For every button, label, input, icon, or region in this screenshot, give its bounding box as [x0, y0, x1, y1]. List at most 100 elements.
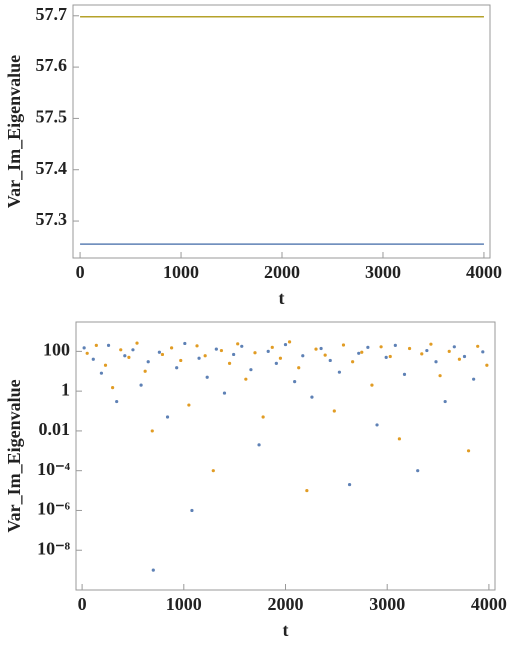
point — [249, 368, 253, 372]
point — [357, 351, 361, 355]
point — [370, 383, 374, 387]
point — [150, 429, 154, 433]
point — [332, 409, 336, 413]
point — [485, 363, 489, 367]
y-axis-label: Var_Im_Eigenvalue — [4, 55, 24, 208]
x-tick-label: 0 — [78, 594, 87, 614]
point — [131, 348, 135, 352]
point — [366, 345, 370, 349]
point — [127, 355, 131, 359]
y-tick-label: 10⁻⁴ — [37, 459, 71, 479]
y-tick-label: 100 — [43, 339, 70, 359]
point — [146, 360, 150, 364]
point — [457, 357, 462, 361]
x-tick-label: 3000 — [365, 262, 401, 282]
point — [375, 423, 379, 427]
point — [434, 360, 438, 364]
point — [310, 395, 314, 399]
point — [257, 443, 261, 447]
frame — [72, 4, 491, 259]
y-tick-label: 0.01 — [39, 419, 71, 439]
point — [297, 366, 301, 370]
x-axis-label: t — [283, 620, 289, 640]
point — [103, 363, 108, 367]
point — [476, 344, 480, 348]
y-tick-label: 57.6 — [36, 55, 68, 75]
point — [143, 369, 147, 373]
point — [106, 343, 111, 347]
point — [293, 380, 297, 384]
point — [384, 355, 388, 359]
point — [283, 342, 288, 347]
point — [472, 377, 476, 381]
point — [305, 488, 309, 493]
point — [319, 346, 323, 351]
point — [240, 344, 244, 348]
point — [301, 354, 305, 358]
point — [253, 351, 257, 355]
point — [270, 345, 274, 349]
point — [99, 371, 104, 375]
point — [203, 354, 207, 358]
point — [429, 342, 433, 346]
point — [94, 343, 98, 347]
point — [82, 346, 86, 350]
point — [388, 354, 392, 359]
point — [347, 482, 352, 487]
point — [119, 348, 123, 352]
y-tick-label: 57.5 — [36, 107, 68, 127]
point — [438, 374, 442, 378]
point — [165, 415, 170, 419]
y-tick-label: 57.4 — [36, 158, 68, 178]
point — [244, 377, 248, 381]
point — [266, 349, 270, 353]
point — [360, 350, 364, 354]
y-tick-label: 1 — [61, 379, 70, 399]
y-tick-label: 57.3 — [36, 209, 68, 229]
point — [274, 361, 278, 365]
y-tick-label: 10⁻⁸ — [37, 538, 71, 558]
point — [481, 350, 485, 354]
x-tick-label: 2000 — [268, 594, 304, 614]
point — [222, 391, 227, 395]
point — [261, 415, 265, 419]
point — [466, 449, 471, 453]
point — [197, 356, 201, 360]
y-axis-label: Var_Im_Eigenvalue — [4, 379, 24, 532]
point — [407, 346, 412, 351]
point — [416, 469, 420, 473]
point — [379, 345, 383, 349]
point — [190, 508, 194, 513]
point — [211, 469, 215, 473]
point — [323, 353, 327, 357]
x-tick-label: 1000 — [163, 262, 199, 282]
point — [115, 399, 119, 404]
point — [402, 372, 407, 376]
point — [425, 348, 429, 353]
point — [462, 354, 467, 359]
x-tick-label: 1000 — [166, 594, 202, 614]
point — [351, 360, 355, 364]
x-axis-label: t — [279, 288, 285, 308]
point — [341, 343, 346, 347]
x-tick-label: 4000 — [466, 262, 502, 282]
point — [232, 352, 236, 357]
point — [179, 358, 183, 363]
point — [183, 341, 187, 346]
point — [420, 352, 424, 356]
point — [393, 343, 397, 347]
point — [135, 341, 139, 345]
point — [187, 403, 191, 407]
y-tick-label: 57.7 — [36, 4, 68, 24]
x-tick-label: 3000 — [369, 594, 405, 614]
x-tick-label: 4000 — [471, 594, 507, 614]
point — [195, 344, 199, 348]
point — [278, 356, 283, 360]
point — [91, 357, 95, 361]
point — [157, 350, 161, 354]
point — [287, 340, 292, 344]
point — [139, 383, 143, 387]
point — [337, 370, 342, 374]
point — [443, 399, 447, 404]
